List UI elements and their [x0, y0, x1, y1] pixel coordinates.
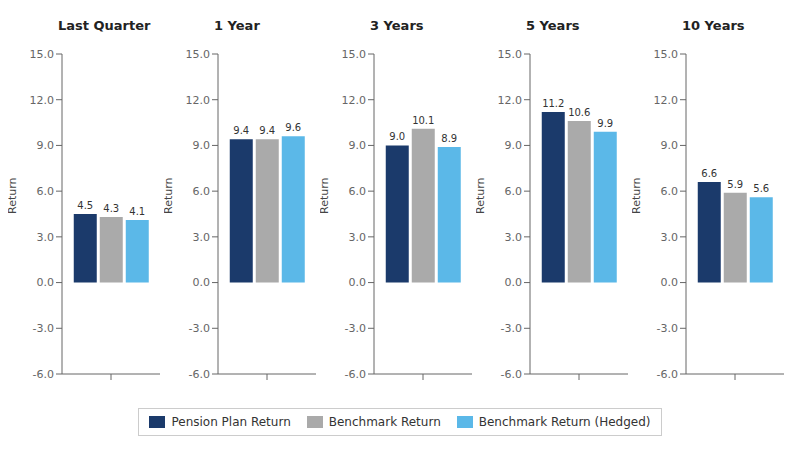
svg-text:12.0: 12.0 [186, 94, 211, 107]
html-text:1 Year: 1 Year [214, 18, 260, 33]
svg-text:4.3: 4.3 [103, 203, 119, 214]
svg-text:3.0: 3.0 [37, 231, 55, 244]
html-text:Last Quarter: Last Quarter [58, 18, 151, 33]
svg-text:5.9: 5.9 [727, 179, 743, 190]
svg-text:Return: Return [320, 177, 331, 214]
svg-text:11.2: 11.2 [542, 98, 564, 109]
svg-text:6.0: 6.0 [661, 185, 679, 198]
svg-text:-3.0: -3.0 [657, 322, 678, 335]
svg-text:3.0: 3.0 [193, 231, 211, 244]
svg-text:15.0: 15.0 [342, 48, 367, 61]
svg-text:-3.0: -3.0 [33, 322, 54, 335]
svg-text:8.9: 8.9 [441, 133, 457, 144]
svg-text:3.0: 3.0 [505, 231, 523, 244]
svg-text:-6.0: -6.0 [33, 368, 54, 381]
svg-text:0.0: 0.0 [661, 276, 679, 289]
svg-text:0.0: 0.0 [505, 276, 523, 289]
svg-text:9.0: 9.0 [193, 139, 211, 152]
svg-text:-6.0: -6.0 [345, 368, 366, 381]
svg-text:9.0: 9.0 [349, 139, 367, 152]
svg-text:-3.0: -3.0 [189, 322, 210, 335]
svg-text:10.6: 10.6 [568, 107, 590, 118]
svg-text:12.0: 12.0 [654, 94, 679, 107]
svg-text:Return: Return [8, 177, 19, 214]
svg-text:15.0: 15.0 [498, 48, 523, 61]
svg-text:5.6: 5.6 [753, 183, 769, 194]
svg-text:0.0: 0.0 [193, 276, 211, 289]
svg-text:Return: Return [632, 177, 643, 214]
svg-text:9.4: 9.4 [233, 125, 249, 136]
svg-text:0.0: 0.0 [37, 276, 55, 289]
svg-text:3.0: 3.0 [661, 231, 679, 244]
svg-text:9.0: 9.0 [661, 139, 679, 152]
svg-text:Return: Return [164, 177, 175, 214]
svg-text:12.0: 12.0 [342, 94, 367, 107]
svg-text:9.6: 9.6 [285, 122, 301, 133]
svg-text:12.0: 12.0 [30, 94, 55, 107]
svg-text:9.9: 9.9 [597, 118, 613, 129]
svg-text:4.5: 4.5 [77, 200, 93, 211]
html-text:Benchmark Return (Hedged): Benchmark Return (Hedged) [478, 415, 651, 429]
svg-text:6.0: 6.0 [37, 185, 55, 198]
html-text:10 Years: 10 Years [682, 18, 745, 33]
svg-text:6.0: 6.0 [193, 185, 211, 198]
svg-text:10.1: 10.1 [412, 115, 434, 126]
svg-text:6.0: 6.0 [349, 185, 367, 198]
svg-text:Return: Return [476, 177, 487, 214]
svg-text:15.0: 15.0 [30, 48, 55, 61]
html-text:Benchmark Return: Benchmark Return [328, 415, 441, 429]
svg-text:-6.0: -6.0 [189, 368, 210, 381]
svg-text:15.0: 15.0 [654, 48, 679, 61]
svg-text:-3.0: -3.0 [345, 322, 366, 335]
svg-text:9.0: 9.0 [389, 131, 405, 142]
svg-text:-6.0: -6.0 [501, 368, 522, 381]
html-text:3 Years: 3 Years [370, 18, 424, 33]
svg-text:9.4: 9.4 [259, 125, 275, 136]
svg-text:12.0: 12.0 [498, 94, 523, 107]
svg-text:3.0: 3.0 [349, 231, 367, 244]
svg-text:-3.0: -3.0 [501, 322, 522, 335]
svg-text:9.0: 9.0 [505, 139, 523, 152]
svg-text:-6.0: -6.0 [657, 368, 678, 381]
html-text:Pension Plan Return: Pension Plan Return [171, 415, 291, 429]
svg-text:6.0: 6.0 [505, 185, 523, 198]
svg-text:4.1: 4.1 [129, 206, 145, 217]
svg-text:15.0: 15.0 [186, 48, 211, 61]
svg-text:6.6: 6.6 [701, 168, 717, 179]
html-text:5 Years: 5 Years [526, 18, 580, 33]
svg-text:0.0: 0.0 [349, 276, 367, 289]
svg-text:9.0: 9.0 [37, 139, 55, 152]
